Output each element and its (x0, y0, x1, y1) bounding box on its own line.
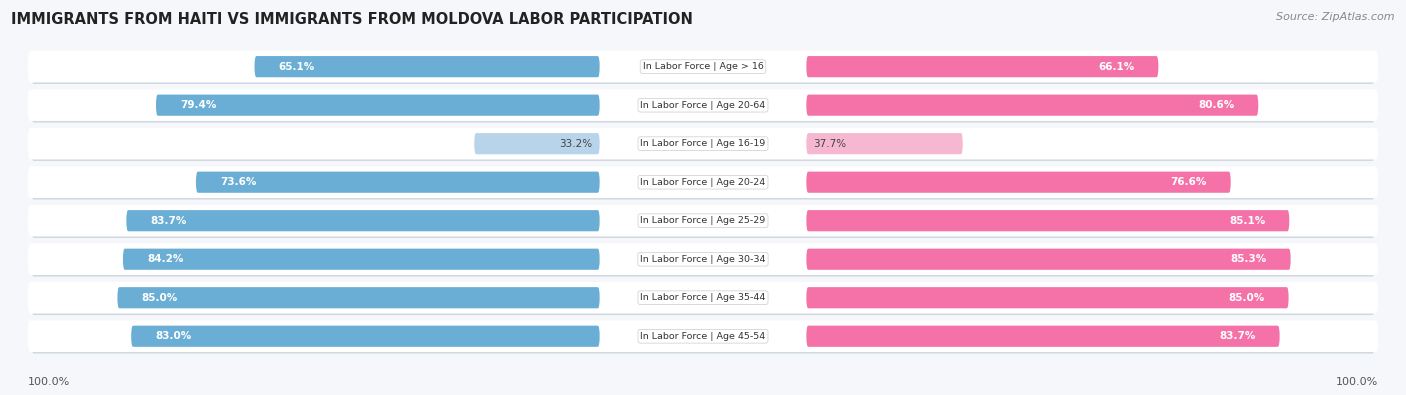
FancyBboxPatch shape (31, 168, 1375, 199)
FancyBboxPatch shape (31, 245, 1375, 276)
Text: In Labor Force | Age 45-54: In Labor Force | Age 45-54 (640, 332, 766, 341)
FancyBboxPatch shape (31, 91, 1375, 122)
FancyBboxPatch shape (28, 282, 1378, 314)
Text: 79.4%: 79.4% (180, 100, 217, 110)
Text: 33.2%: 33.2% (560, 139, 593, 149)
FancyBboxPatch shape (127, 210, 599, 231)
FancyBboxPatch shape (28, 51, 1378, 83)
Text: 83.7%: 83.7% (1219, 331, 1256, 341)
FancyBboxPatch shape (31, 284, 1375, 315)
FancyBboxPatch shape (28, 243, 1378, 275)
FancyBboxPatch shape (122, 248, 599, 270)
FancyBboxPatch shape (28, 205, 1378, 237)
Text: In Labor Force | Age > 16: In Labor Force | Age > 16 (643, 62, 763, 71)
Text: IMMIGRANTS FROM HAITI VS IMMIGRANTS FROM MOLDOVA LABOR PARTICIPATION: IMMIGRANTS FROM HAITI VS IMMIGRANTS FROM… (11, 12, 693, 27)
FancyBboxPatch shape (31, 53, 1375, 84)
FancyBboxPatch shape (28, 320, 1378, 352)
Text: 84.2%: 84.2% (148, 254, 183, 264)
FancyBboxPatch shape (807, 56, 1159, 77)
Text: 66.1%: 66.1% (1098, 62, 1135, 71)
Text: Source: ZipAtlas.com: Source: ZipAtlas.com (1277, 12, 1395, 22)
Text: 100.0%: 100.0% (28, 377, 70, 387)
Text: 83.7%: 83.7% (150, 216, 187, 226)
Text: In Labor Force | Age 30-34: In Labor Force | Age 30-34 (640, 255, 766, 264)
FancyBboxPatch shape (807, 94, 1258, 116)
Text: In Labor Force | Age 35-44: In Labor Force | Age 35-44 (640, 293, 766, 302)
FancyBboxPatch shape (254, 56, 599, 77)
Text: In Labor Force | Age 20-64: In Labor Force | Age 20-64 (640, 101, 766, 110)
Text: 83.0%: 83.0% (155, 331, 191, 341)
Text: 73.6%: 73.6% (221, 177, 256, 187)
Text: 80.6%: 80.6% (1198, 100, 1234, 110)
Text: 85.0%: 85.0% (1229, 293, 1264, 303)
Text: In Labor Force | Age 25-29: In Labor Force | Age 25-29 (640, 216, 766, 225)
Text: 85.1%: 85.1% (1229, 216, 1265, 226)
FancyBboxPatch shape (31, 207, 1375, 238)
FancyBboxPatch shape (807, 133, 963, 154)
Text: In Labor Force | Age 20-24: In Labor Force | Age 20-24 (640, 178, 766, 187)
FancyBboxPatch shape (195, 171, 599, 193)
Text: 85.3%: 85.3% (1230, 254, 1267, 264)
FancyBboxPatch shape (807, 210, 1289, 231)
FancyBboxPatch shape (807, 287, 1289, 308)
FancyBboxPatch shape (131, 325, 599, 347)
Text: 76.6%: 76.6% (1170, 177, 1206, 187)
FancyBboxPatch shape (28, 89, 1378, 121)
FancyBboxPatch shape (474, 133, 599, 154)
FancyBboxPatch shape (118, 287, 599, 308)
FancyBboxPatch shape (156, 94, 599, 116)
Text: 100.0%: 100.0% (1336, 377, 1378, 387)
FancyBboxPatch shape (807, 248, 1291, 270)
FancyBboxPatch shape (807, 171, 1230, 193)
Text: 37.7%: 37.7% (813, 139, 846, 149)
FancyBboxPatch shape (31, 322, 1375, 354)
FancyBboxPatch shape (807, 325, 1279, 347)
Text: 85.0%: 85.0% (142, 293, 177, 303)
FancyBboxPatch shape (28, 166, 1378, 198)
FancyBboxPatch shape (31, 130, 1375, 161)
Text: 65.1%: 65.1% (278, 62, 315, 71)
FancyBboxPatch shape (28, 128, 1378, 160)
Text: In Labor Force | Age 16-19: In Labor Force | Age 16-19 (640, 139, 766, 148)
